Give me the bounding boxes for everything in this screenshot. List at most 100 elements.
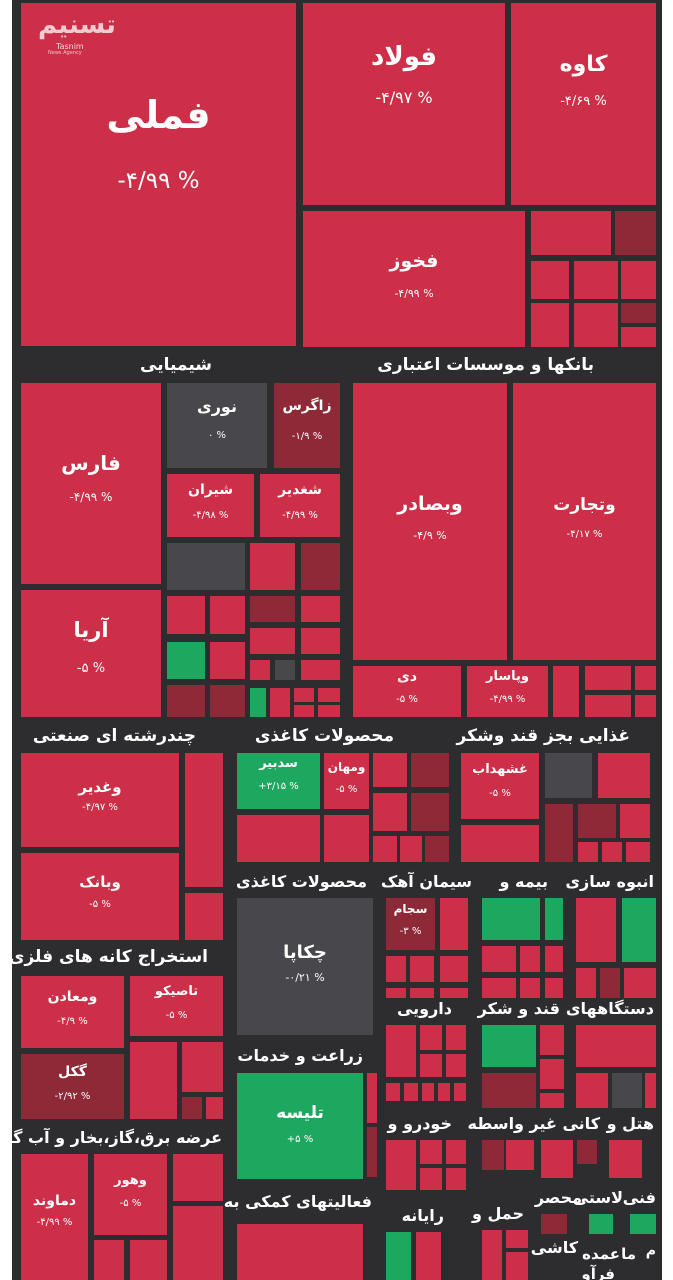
treemap-tile-small[interactable] bbox=[620, 804, 650, 838]
treemap-tile-small[interactable] bbox=[420, 1140, 442, 1164]
treemap-tile-small[interactable] bbox=[506, 1252, 528, 1280]
treemap-tile-small[interactable] bbox=[553, 666, 579, 717]
treemap-tile-small[interactable] bbox=[440, 988, 468, 998]
treemap-tile[interactable]: ومعادن -۴/۹ % bbox=[21, 976, 124, 1048]
treemap-tile-small[interactable] bbox=[386, 1025, 416, 1077]
treemap-tile[interactable]: سجام -۳ % bbox=[386, 898, 435, 950]
treemap-tile-small[interactable] bbox=[545, 804, 573, 862]
treemap-tile-small[interactable] bbox=[410, 988, 434, 998]
treemap-tile[interactable]: تلیسه +۵ % bbox=[237, 1073, 363, 1179]
treemap-tile-small[interactable] bbox=[386, 1140, 416, 1190]
treemap-tile-small[interactable] bbox=[541, 1214, 567, 1234]
treemap-tile-small[interactable] bbox=[482, 1073, 536, 1108]
treemap-tile-small[interactable] bbox=[182, 1042, 223, 1092]
treemap-tile-small[interactable] bbox=[540, 1025, 564, 1055]
treemap-tile-small[interactable] bbox=[531, 261, 569, 299]
treemap-tile[interactable]: شغدیر -۴/۹۹ % bbox=[260, 474, 340, 537]
treemap-tile-small[interactable] bbox=[318, 688, 340, 702]
treemap-tile-small[interactable] bbox=[301, 596, 340, 622]
treemap-tile-small[interactable] bbox=[609, 1140, 642, 1178]
treemap-tile[interactable]: وپاسار -۴/۹۹ % bbox=[467, 666, 548, 717]
treemap-tile-small[interactable] bbox=[270, 688, 290, 717]
treemap-tile-small[interactable] bbox=[324, 815, 369, 862]
treemap-tile-small[interactable] bbox=[250, 688, 266, 717]
treemap-tile-small[interactable] bbox=[182, 1097, 202, 1119]
treemap-tile-small[interactable] bbox=[173, 1154, 223, 1201]
treemap-tile-small[interactable] bbox=[237, 815, 320, 862]
treemap-tile[interactable]: وغدیر -۴/۹۷ % bbox=[21, 753, 179, 847]
treemap-tile-small[interactable] bbox=[645, 1073, 656, 1108]
treemap-tile-small[interactable] bbox=[615, 211, 656, 255]
treemap-tile-small[interactable] bbox=[440, 956, 468, 982]
treemap-tile-small[interactable] bbox=[576, 1025, 656, 1067]
treemap-tile-small[interactable] bbox=[210, 642, 245, 679]
treemap-tile-small[interactable] bbox=[574, 261, 618, 299]
treemap-tile-small[interactable] bbox=[482, 1230, 502, 1280]
treemap-tile[interactable]: فارس -۴/۹۹ % bbox=[21, 383, 161, 584]
treemap-tile-small[interactable] bbox=[410, 956, 434, 982]
treemap-tile-small[interactable] bbox=[576, 968, 596, 998]
treemap-tile-small[interactable] bbox=[577, 1140, 597, 1164]
treemap-tile-small[interactable] bbox=[506, 1230, 528, 1248]
treemap-tile-small[interactable] bbox=[506, 1140, 534, 1170]
treemap-tile-small[interactable] bbox=[425, 836, 449, 862]
treemap-tile[interactable]: فخوز -۴/۹۹ % bbox=[303, 211, 525, 347]
treemap-tile-small[interactable] bbox=[440, 898, 468, 950]
treemap-tile-small[interactable] bbox=[404, 1083, 418, 1101]
treemap-tile-small[interactable] bbox=[482, 1025, 536, 1067]
treemap-tile-small[interactable] bbox=[621, 327, 656, 347]
treemap-tile[interactable]: تاصیکو -۵ % bbox=[130, 976, 223, 1036]
treemap-tile-small[interactable] bbox=[446, 1054, 466, 1077]
treemap-tile-small[interactable] bbox=[420, 1168, 442, 1190]
treemap-tile-small[interactable] bbox=[373, 753, 407, 787]
treemap-tile-small[interactable] bbox=[446, 1025, 466, 1050]
treemap-tile-small[interactable] bbox=[574, 303, 618, 347]
treemap-tile-small[interactable] bbox=[545, 898, 563, 940]
treemap-tile-small[interactable] bbox=[598, 753, 650, 798]
treemap-tile-small[interactable] bbox=[210, 596, 245, 634]
treemap-tile-small[interactable] bbox=[420, 1054, 442, 1077]
treemap-tile[interactable]: غشهداب -۵ % bbox=[461, 753, 539, 819]
treemap-tile[interactable]: وبانک -۵ % bbox=[21, 853, 179, 940]
treemap-tile-small[interactable] bbox=[275, 660, 295, 680]
treemap-tile-small[interactable] bbox=[531, 303, 569, 347]
treemap-tile-small[interactable] bbox=[578, 842, 598, 862]
treemap-tile-small[interactable] bbox=[386, 1083, 400, 1101]
treemap-tile[interactable]: کاوه -۴/۶۹ % bbox=[511, 3, 656, 205]
treemap-tile-small[interactable] bbox=[545, 978, 563, 998]
treemap-tile-small[interactable] bbox=[167, 642, 205, 679]
treemap-tile-small[interactable] bbox=[206, 1097, 223, 1119]
treemap-tile-small[interactable] bbox=[373, 793, 407, 831]
treemap-tile-small[interactable] bbox=[250, 596, 295, 622]
treemap-tile-small[interactable] bbox=[185, 753, 223, 887]
treemap-tile-small[interactable] bbox=[602, 842, 622, 862]
treemap-tile-small[interactable] bbox=[250, 543, 295, 590]
treemap-tile-small[interactable] bbox=[612, 1073, 642, 1108]
treemap-tile-small[interactable] bbox=[294, 705, 314, 717]
treemap-tile[interactable]: سدبیر +۳/۱۵ % bbox=[237, 753, 320, 809]
treemap-tile-small[interactable] bbox=[482, 978, 516, 998]
treemap-tile-small[interactable] bbox=[386, 1232, 411, 1280]
treemap-tile-small[interactable] bbox=[482, 898, 540, 940]
treemap-tile-small[interactable] bbox=[622, 898, 656, 962]
treemap-tile-small[interactable] bbox=[621, 303, 656, 323]
treemap-tile-small[interactable] bbox=[167, 543, 245, 590]
treemap-tile-small[interactable] bbox=[373, 836, 397, 862]
treemap-tile-small[interactable] bbox=[482, 1140, 504, 1170]
treemap-tile-small[interactable] bbox=[540, 1093, 564, 1108]
treemap-tile-small[interactable] bbox=[301, 628, 340, 654]
treemap-tile-small[interactable] bbox=[411, 793, 449, 831]
treemap-tile[interactable]: دی -۵ % bbox=[353, 666, 461, 717]
treemap-tile[interactable]: وهور -۵ % bbox=[94, 1154, 167, 1235]
treemap-tile-small[interactable] bbox=[635, 666, 656, 690]
treemap-tile[interactable]: دماوند -۴/۹۹ % bbox=[21, 1154, 88, 1280]
treemap-tile-small[interactable] bbox=[411, 753, 449, 787]
treemap-tile-small[interactable] bbox=[167, 596, 205, 634]
treemap-tile-small[interactable] bbox=[635, 695, 656, 717]
treemap-tile-small[interactable] bbox=[621, 261, 656, 299]
treemap-tile-small[interactable] bbox=[454, 1083, 466, 1101]
treemap-tile-small[interactable] bbox=[630, 1214, 656, 1234]
treemap-tile-small[interactable] bbox=[386, 988, 406, 998]
treemap-tile-small[interactable] bbox=[446, 1168, 466, 1190]
treemap-tile-small[interactable] bbox=[589, 1214, 613, 1234]
